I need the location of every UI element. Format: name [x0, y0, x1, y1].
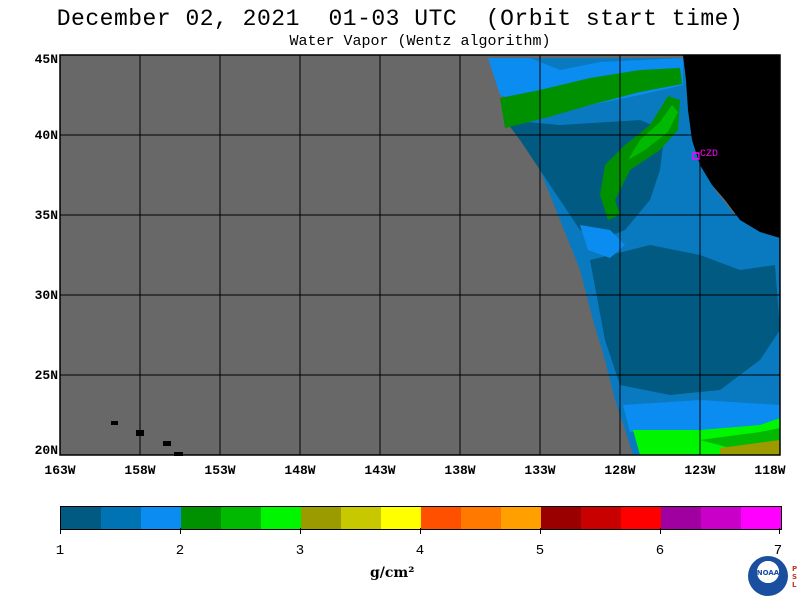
swath-light-band-south — [623, 400, 780, 432]
colorbar-tick-2 — [180, 528, 181, 534]
colorbar-swatch — [581, 507, 621, 529]
colorbar — [60, 506, 782, 530]
lon-label-143w: 143W — [364, 463, 396, 478]
colorbar-label-5: 5 — [535, 543, 545, 559]
lon-label-138w: 138W — [444, 463, 476, 478]
colorbar-swatch — [341, 507, 381, 529]
station-marker: CZD — [692, 149, 718, 160]
colorbar-swatch — [301, 507, 341, 529]
colorbar-swatch — [101, 507, 141, 529]
swath-olive-south — [720, 440, 780, 455]
colorbar-swatch — [261, 507, 301, 529]
colorbar-swatch — [221, 507, 261, 529]
lon-label-128w: 128W — [604, 463, 636, 478]
lat-lon-grid — [60, 55, 780, 455]
lon-label-133w: 133W — [524, 463, 556, 478]
map-subtitle: Water Vapor (Wentz algorithm) — [289, 33, 551, 50]
colorbar-label-7: 7 — [773, 543, 783, 559]
station-label: CZD — [700, 149, 718, 160]
colorbar-label-2: 2 — [175, 543, 185, 559]
lat-label-30n: 30N — [34, 288, 58, 303]
colorbar-swatch — [421, 507, 461, 529]
map-title: December 02, 2021 01-03 UTC (Orbit start… — [56, 6, 744, 32]
colorbar-swatch — [181, 507, 221, 529]
colorbar-swatch — [621, 507, 661, 529]
colorbar-label-1: 1 — [55, 543, 65, 559]
lat-label-20n: 20N — [34, 443, 58, 458]
colorbar-units: g/cm² — [370, 565, 415, 581]
lon-label-148w: 148W — [284, 463, 316, 478]
lat-label-35n: 35N — [34, 208, 58, 223]
lon-label-118w: 118W — [754, 463, 786, 478]
map-frame — [59, 54, 781, 456]
colorbar-tick-5 — [540, 528, 541, 534]
colorbar-tick-4 — [420, 528, 421, 534]
colorbar-tick-1 — [60, 528, 61, 534]
colorbar-swatch — [61, 507, 101, 529]
colorbar-label-3: 3 — [295, 543, 305, 559]
noaa-logo-text: NOAA — [756, 569, 780, 577]
lon-label-158w: 158W — [124, 463, 156, 478]
colorbar-swatch — [541, 507, 581, 529]
colorbar-swatch — [701, 507, 741, 529]
colorbar-label-4: 4 — [415, 543, 425, 559]
swath-light-blue-eddy — [580, 225, 625, 258]
lat-label-40n: 40N — [34, 128, 58, 143]
moisture-band-green-north — [500, 68, 682, 128]
colorbar-swatch — [381, 507, 421, 529]
colorbar-swatch — [461, 507, 501, 529]
lon-label-153w: 153W — [204, 463, 236, 478]
lon-label-123w: 123W — [684, 463, 716, 478]
colorbar-swatch — [661, 507, 701, 529]
swath-dark-area-south — [590, 245, 780, 395]
colorbar-label-6: 6 — [655, 543, 665, 559]
lon-label-163w: 163W — [44, 463, 76, 478]
noaa-logo[interactable]: NOAA — [748, 556, 788, 596]
colorbar-tick-7 — [779, 528, 780, 534]
north-america-land — [683, 55, 780, 238]
colorbar-swatch — [141, 507, 181, 529]
moisture-band-light-green — [628, 105, 678, 160]
lat-label-45n: 45N — [34, 52, 58, 67]
colorbar-tick-3 — [300, 528, 301, 534]
colorbar-swatch — [501, 507, 541, 529]
colorbar-swatch — [741, 507, 781, 529]
lat-label-25n: 25N — [34, 368, 58, 383]
colorbar-tick-6 — [660, 528, 661, 534]
